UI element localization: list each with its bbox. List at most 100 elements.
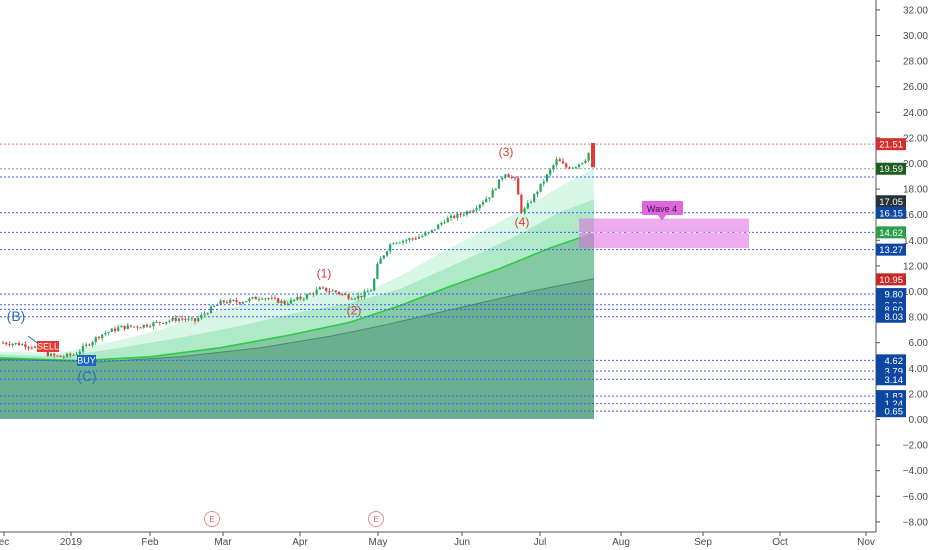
price-tag-label: 10.95	[879, 275, 903, 286]
sell-signal-label: SELL	[37, 342, 59, 352]
candle-body	[465, 211, 469, 215]
candle-body	[46, 350, 49, 356]
candle-body	[513, 177, 517, 179]
sell-signal	[37, 341, 59, 352]
candle-body	[289, 299, 293, 304]
ma-line-dark	[0, 278, 595, 363]
candle-body	[510, 177, 513, 179]
candle-body	[315, 289, 318, 294]
candle-body	[177, 318, 181, 321]
candle-body	[456, 213, 459, 218]
candle-body	[273, 297, 277, 299]
price-tag-label: 9.80	[885, 290, 904, 301]
wave-label: (1)	[317, 266, 332, 280]
candle-body	[155, 321, 158, 323]
candle-body	[69, 353, 72, 356]
candle-body	[373, 278, 376, 291]
candle-body	[565, 163, 568, 168]
price-tag-label: 17.05	[879, 197, 903, 208]
candle-body	[277, 298, 280, 303]
price-tag	[876, 226, 906, 239]
candle-body	[369, 290, 373, 292]
candle-body	[53, 353, 56, 356]
candle-body	[33, 346, 37, 348]
candle-body	[360, 295, 363, 298]
candle-body	[357, 295, 360, 299]
candle-body	[433, 229, 437, 231]
candle-body	[392, 243, 395, 245]
candle-body	[459, 213, 462, 215]
candle-body	[30, 347, 33, 349]
buy-signal-label: BUY	[77, 356, 96, 366]
wave4-zone	[579, 218, 749, 248]
y-tick-label: 6.00	[909, 338, 929, 349]
candle-body	[299, 296, 302, 299]
candle-body	[446, 217, 449, 223]
candle-body	[504, 174, 507, 178]
candle-body	[257, 298, 261, 300]
price-tag-label: 1.24	[885, 399, 904, 410]
candle-body	[337, 291, 341, 294]
y-tick-label: 8.00	[909, 313, 929, 324]
candle-body	[491, 189, 494, 198]
x-tick-label: Jul	[534, 537, 547, 548]
candle-body	[577, 164, 581, 168]
candle-body	[529, 201, 533, 203]
candle-body	[8, 344, 11, 346]
candle-body	[113, 328, 117, 331]
candle-body	[78, 351, 81, 355]
x-tick-label: Feb	[141, 537, 159, 548]
candle-body	[475, 208, 478, 211]
candle-body	[181, 318, 184, 320]
candle-body	[235, 300, 238, 303]
candle-body	[286, 303, 289, 305]
candle-body	[126, 325, 129, 329]
wave4-tag	[642, 201, 683, 215]
price-tag	[876, 273, 906, 286]
candle-body	[91, 341, 94, 346]
candle-body	[107, 331, 110, 334]
y-tick-label: −2.00	[903, 441, 929, 452]
earnings-marker	[204, 511, 220, 527]
candle-body	[341, 293, 344, 295]
y-tick-label: 28.00	[903, 57, 928, 68]
candle-body	[520, 194, 523, 213]
candle-body	[62, 356, 65, 358]
earnings-marker-label: E	[209, 515, 214, 524]
candle-body	[110, 328, 113, 332]
candle-body	[75, 354, 78, 356]
x-tick-label: Mar	[214, 537, 232, 548]
candle-body	[104, 333, 107, 335]
price-tag-label: 8.60	[885, 305, 904, 316]
candle-body	[245, 301, 248, 303]
candle-body	[187, 318, 190, 320]
x-tick-label: ec	[0, 537, 9, 548]
candle-body	[264, 298, 267, 300]
price-tag	[876, 195, 906, 208]
candle-body	[94, 337, 97, 342]
wave-label: (4)	[515, 215, 530, 229]
candle-body	[72, 354, 75, 356]
candle-body	[574, 167, 577, 169]
candle-body	[165, 321, 168, 324]
candle-body	[449, 215, 453, 218]
candle-body	[280, 301, 283, 303]
earnings-marker	[368, 511, 384, 527]
price-tag-label: 13.27	[879, 245, 903, 256]
candle-body	[379, 258, 382, 264]
candle-body	[353, 298, 357, 300]
wave-label: (B)	[7, 308, 26, 324]
price-tag-label: 0.65	[885, 407, 904, 418]
candle-body	[49, 353, 53, 356]
price-tag-label: 21.51	[879, 140, 903, 151]
candle-body	[408, 238, 411, 241]
y-tick-label: 14.00	[903, 236, 928, 247]
candle-body	[312, 293, 315, 295]
candle-body	[334, 290, 337, 292]
candle-body	[85, 344, 88, 346]
price-tag	[876, 243, 906, 256]
candle-body	[248, 298, 251, 302]
candle-body	[363, 291, 366, 298]
candle-body	[241, 302, 245, 304]
